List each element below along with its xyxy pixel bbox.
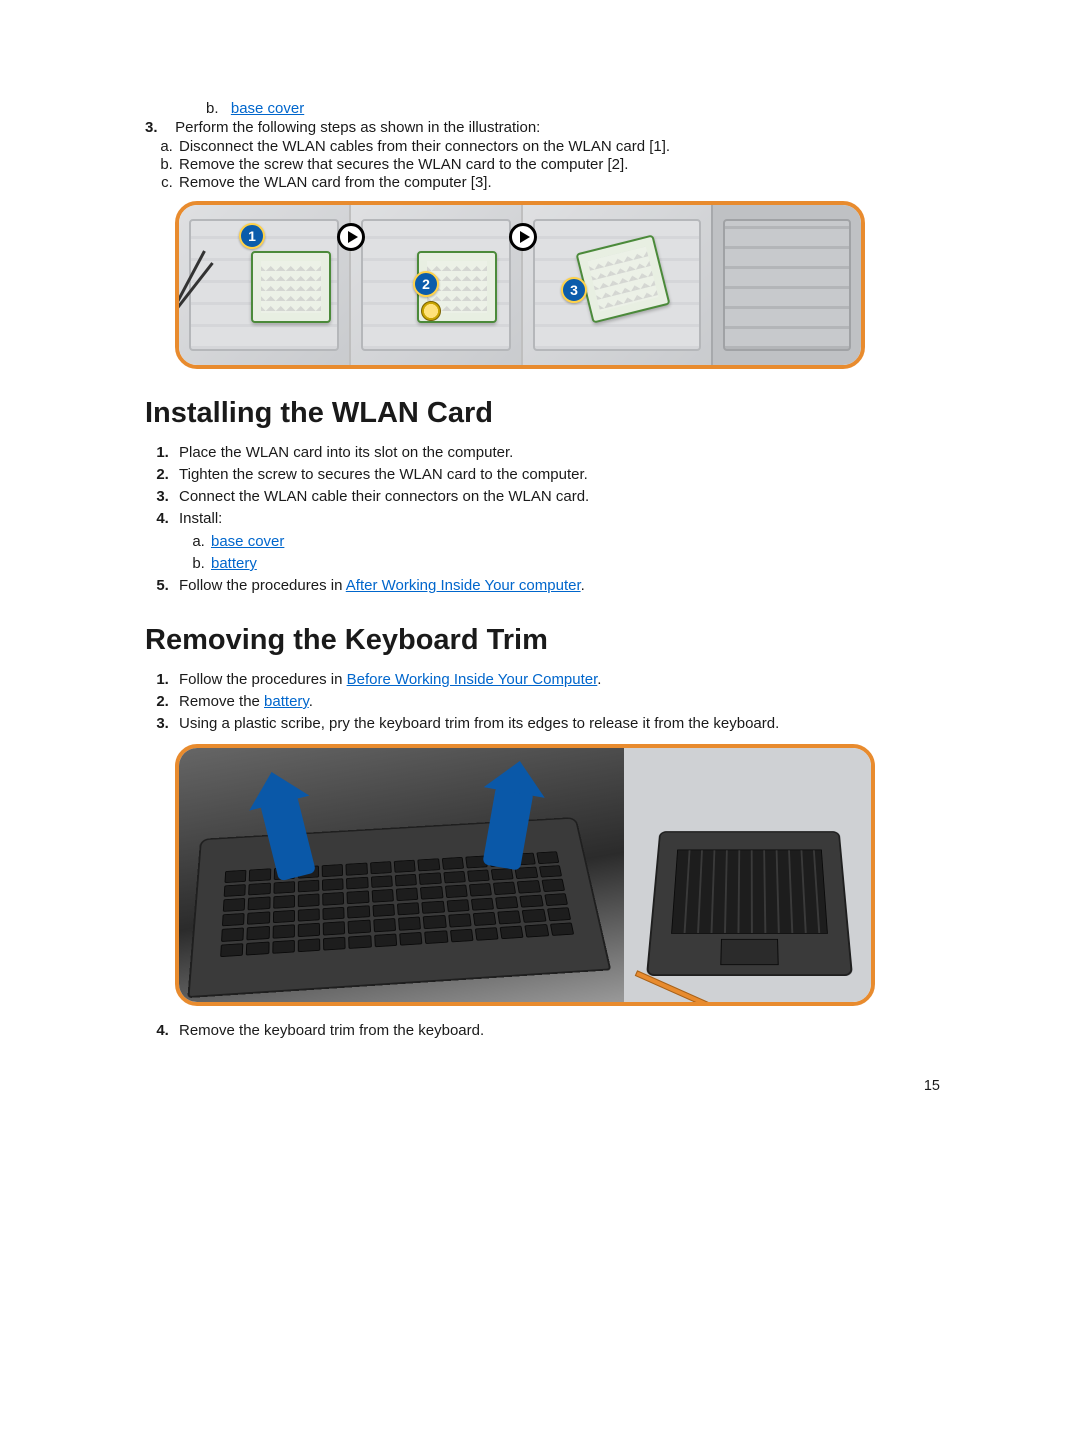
link-before-working[interactable]: Before Working Inside Your Computer xyxy=(347,671,598,688)
link-battery[interactable]: battery xyxy=(211,555,257,572)
list-marker: 3. xyxy=(145,119,171,136)
heading-install-wlan: Installing the WLAN Card xyxy=(145,397,940,430)
list-item: Place the WLAN card into its slot on the… xyxy=(173,442,940,463)
sub-step: battery xyxy=(209,553,940,574)
sub-step: Disconnect the WLAN cables from their co… xyxy=(177,138,940,155)
callout-marker: 3 xyxy=(561,277,587,303)
page-number: 15 xyxy=(924,1078,940,1094)
sub-marker: b. xyxy=(206,100,219,117)
continuation-sub-b: b. base cover xyxy=(206,100,940,117)
step3-text: Perform the following steps as shown in … xyxy=(175,119,540,136)
link-after-working[interactable]: After Working Inside Your computer xyxy=(346,577,581,594)
link-battery[interactable]: battery xyxy=(264,693,309,710)
list-item: Follow the procedures in Before Working … xyxy=(173,669,940,690)
figure-panel-laptop xyxy=(624,748,871,1002)
link-base-cover[interactable]: base cover xyxy=(231,100,304,117)
figure-keyboard-trim xyxy=(175,744,875,1006)
figure-wlan-removal: 1 2 3 xyxy=(175,201,865,369)
figure-panel-keyboard xyxy=(179,748,624,1002)
document-page: b. base cover 3. Perform the following s… xyxy=(0,0,1080,1142)
list-item: Tighten the screw to secures the WLAN ca… xyxy=(173,464,940,485)
link-base-cover[interactable]: base cover xyxy=(211,533,284,550)
remove-kbt-steps: Follow the procedures in Before Working … xyxy=(145,669,940,734)
callout-marker: 1 xyxy=(239,223,265,249)
remove-kbt-steps-cont: Remove the keyboard trim from the keyboa… xyxy=(145,1020,940,1041)
play-icon xyxy=(509,223,537,251)
list-item: Connect the WLAN cable their connectors … xyxy=(173,486,940,507)
callout-marker: 2 xyxy=(413,271,439,297)
sub-step: base cover xyxy=(209,531,940,552)
install-wlan-steps: Place the WLAN card into its slot on the… xyxy=(145,442,940,596)
list-item: Remove the battery. xyxy=(173,691,940,712)
list-item: Install: base cover battery xyxy=(173,508,940,574)
continuation-step3: 3. Perform the following steps as shown … xyxy=(145,119,940,191)
list-item: Using a plastic scribe, pry the keyboard… xyxy=(173,713,940,734)
keyboard-keys-illustration xyxy=(220,851,574,957)
play-icon xyxy=(337,223,365,251)
figure-panel-1: 1 xyxy=(179,205,349,365)
sub-step: Remove the screw that secures the WLAN c… xyxy=(177,156,940,173)
figure-panel-3: 3 xyxy=(521,205,711,365)
figure-side-context xyxy=(711,205,861,365)
list-item: Remove the keyboard trim from the keyboa… xyxy=(173,1020,940,1041)
sub-step: Remove the WLAN card from the computer [… xyxy=(177,174,940,191)
figure-panel-2: 2 xyxy=(349,205,521,365)
list-item: Follow the procedures in After Working I… xyxy=(173,575,940,596)
heading-remove-kbt: Removing the Keyboard Trim xyxy=(145,624,940,657)
